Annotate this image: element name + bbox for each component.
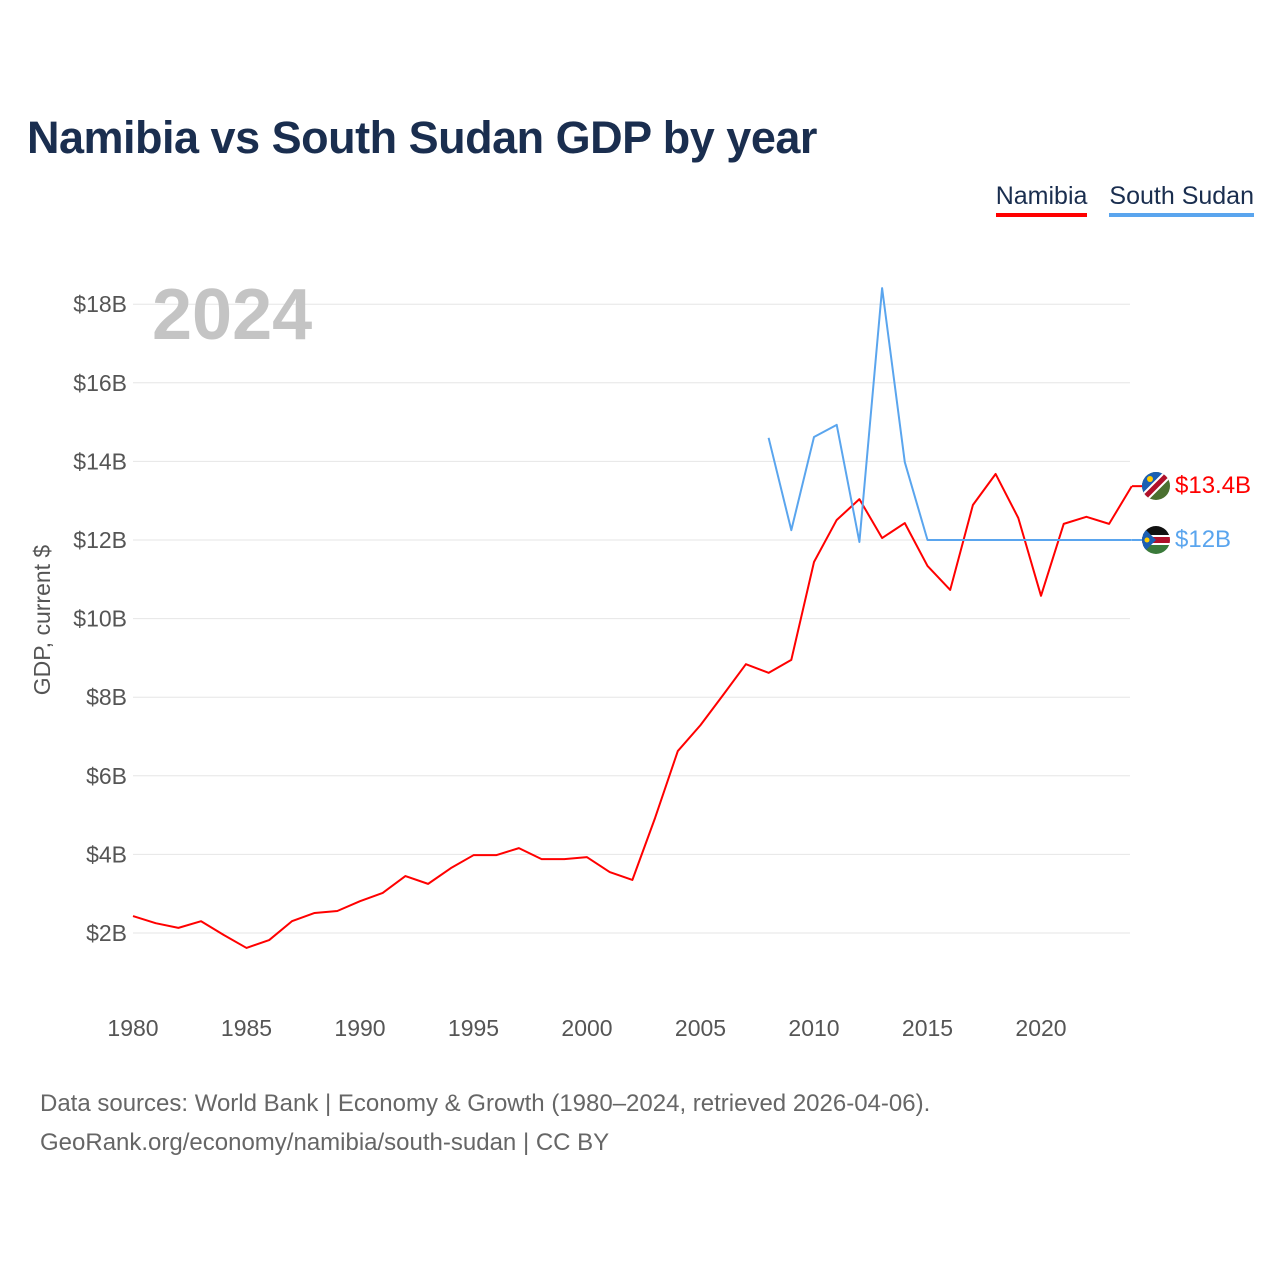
legend: Namibia South Sudan: [995, 182, 1254, 217]
source-line-2[interactable]: GeoRank.org/economy/namibia/south-sudan …: [40, 1129, 610, 1156]
y-tick-label: $8B: [86, 684, 127, 710]
legend-namibia[interactable]: Namibia: [995, 182, 1088, 217]
series-line-namibia: [132, 472, 1133, 949]
x-tick-label: 2020: [1015, 1015, 1066, 1041]
y-tick-label: $18B: [73, 291, 127, 317]
namibia-end-label: $13.4B: [1175, 472, 1251, 499]
y-tick-label: $4B: [86, 841, 127, 867]
x-tick-label: 2005: [675, 1015, 726, 1041]
x-tick-label: 1995: [448, 1015, 499, 1041]
y-tick-label: $16B: [73, 370, 127, 396]
y-tick-label: $2B: [86, 920, 127, 946]
source-line-1: Data sources: World Bank | Economy & Gro…: [40, 1090, 931, 1117]
x-tick-label: 1985: [221, 1015, 272, 1041]
x-tick-label: 1990: [334, 1015, 385, 1041]
source-note: Data sources: World Bank | Economy & Gro…: [40, 1084, 930, 1162]
y-tick-label: $14B: [73, 448, 127, 474]
y-tick-label: $6B: [86, 763, 127, 789]
x-tick-label: 1980: [107, 1015, 158, 1041]
y-tick-label: $12B: [73, 527, 127, 553]
chart-title: Namibia vs South Sudan GDP by year: [27, 112, 817, 163]
x-tick-label: 2000: [561, 1015, 612, 1041]
south-sudan-flag-icon: [1142, 526, 1170, 554]
south-sudan-end-label: $12B: [1175, 526, 1231, 553]
y-axis-label: GDP, current $: [29, 545, 55, 696]
y-tick-label: $10B: [73, 606, 127, 632]
series-line-south-sudan: [767, 287, 1132, 543]
year-overlay: 2024: [152, 275, 312, 355]
x-tick-label: 2015: [902, 1015, 953, 1041]
x-tick-label: 2010: [788, 1015, 839, 1041]
namibia-flag-icon: [1142, 472, 1170, 500]
legend-south-sudan[interactable]: South Sudan: [1109, 182, 1254, 217]
